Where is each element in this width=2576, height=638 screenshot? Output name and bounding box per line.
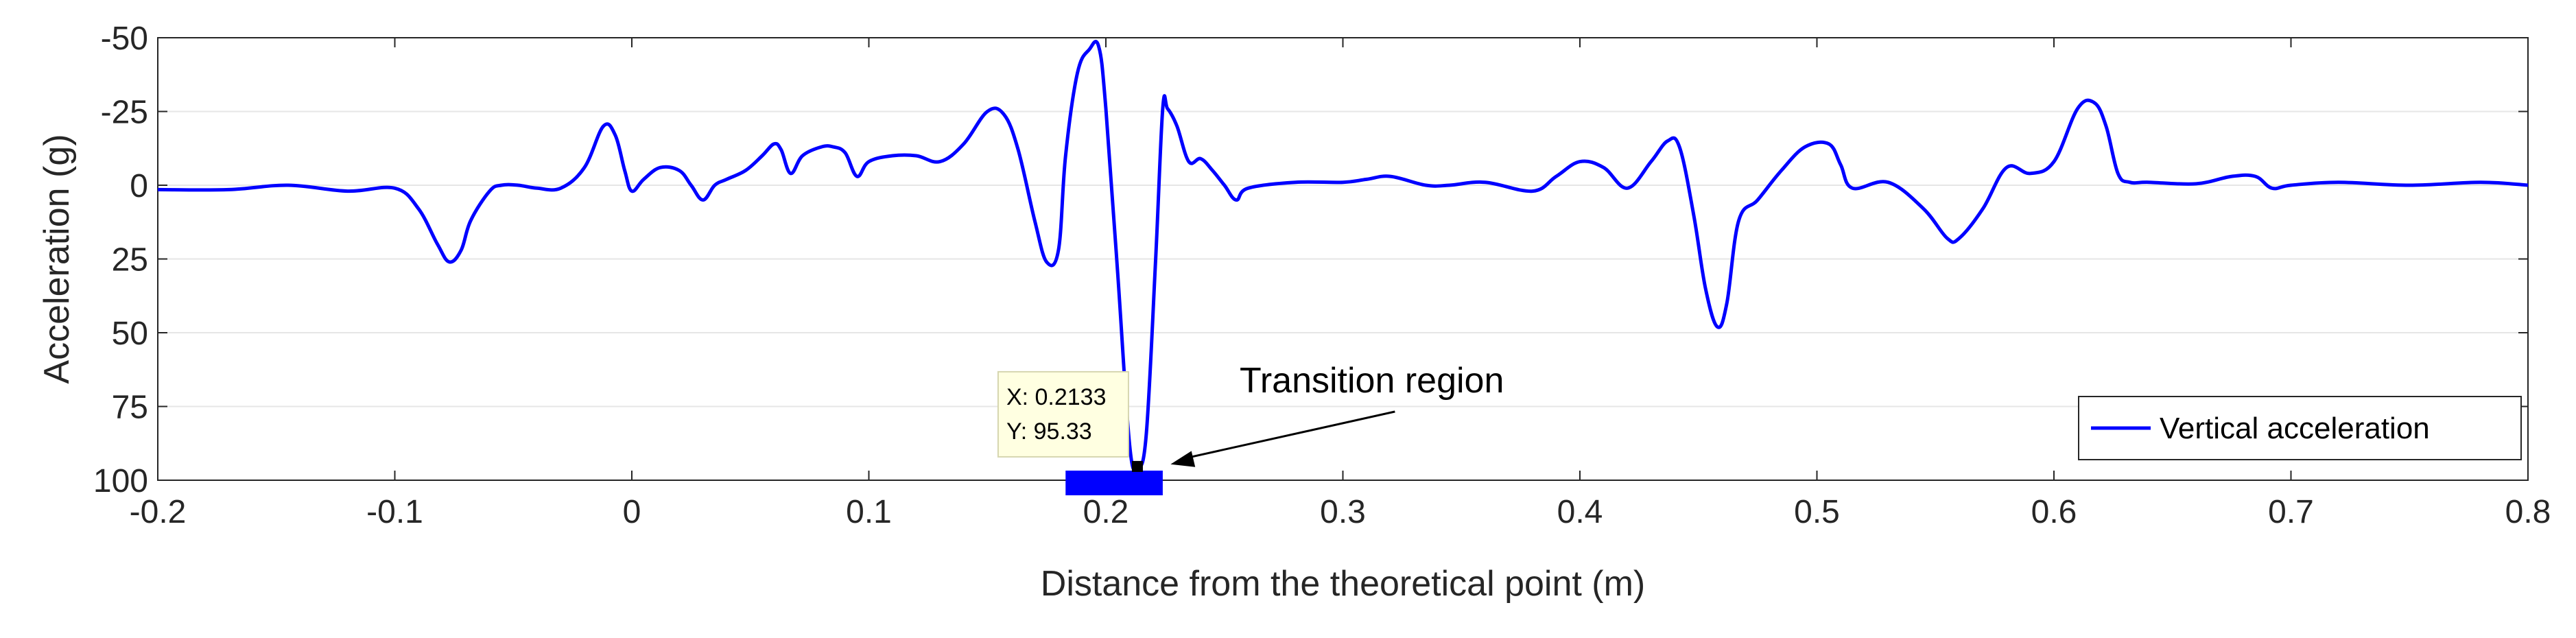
y-tick-label: -25 bbox=[101, 95, 148, 131]
transition-arrow-line bbox=[1185, 410, 1395, 460]
y-tick-label: 100 bbox=[93, 463, 148, 499]
y-axis-label: Acceleration (g) bbox=[37, 134, 77, 383]
x-tick-label: -0.2 bbox=[130, 494, 187, 530]
x-tick-label: -0.1 bbox=[366, 494, 423, 530]
y-tick-label: 50 bbox=[112, 316, 148, 352]
transition-arrow-head bbox=[1170, 451, 1196, 467]
x-tick-label: 0.4 bbox=[1557, 494, 1603, 530]
datatip-text: Y: 95.33 bbox=[1006, 418, 1092, 445]
legend-box bbox=[2078, 396, 2522, 460]
range-layer bbox=[1065, 471, 1163, 495]
y-tick-label: 75 bbox=[112, 390, 148, 426]
x-tick-label: 0.1 bbox=[846, 494, 892, 530]
x-tick-label: 0.8 bbox=[2505, 494, 2551, 530]
series-line-vertical-acceleration bbox=[157, 40, 2529, 471]
x-tick-label: 0.2 bbox=[1083, 494, 1129, 530]
legend: Vertical acceleration bbox=[2078, 396, 2522, 460]
x-tick-label: 0 bbox=[623, 494, 641, 530]
y-tick-label: 0 bbox=[130, 168, 148, 204]
x-tick-label: 0.3 bbox=[1320, 494, 1366, 530]
annotation-layer: X: 0.2133 Y: 95.33 Transition region bbox=[997, 361, 1504, 472]
x-axis-label: Distance from the theoretical point (m) bbox=[1041, 564, 1645, 604]
datatip-text: X: 0.2133 bbox=[1006, 384, 1107, 410]
datatip-marker bbox=[1131, 460, 1143, 472]
x-tick-label: 0.7 bbox=[2268, 494, 2314, 530]
y-tick-label: 25 bbox=[112, 242, 148, 279]
legend-label: Vertical acceleration bbox=[2160, 412, 2430, 445]
tick-layer: -50 -25 0 25 50 75 100-0.2 -0.1 0 0.1 0.2 0.3 0.4 0.5… bbox=[93, 21, 2551, 530]
y-tick-label: -50 bbox=[101, 21, 148, 57]
series-layer bbox=[157, 40, 2529, 471]
datatip-box bbox=[997, 370, 1129, 458]
transition-region-bar bbox=[1065, 471, 1163, 495]
x-tick-label: 0.5 bbox=[1794, 494, 1840, 530]
transition-region-label: Transition region bbox=[1240, 361, 1504, 401]
x-tick-label: 0.6 bbox=[2031, 494, 2077, 530]
